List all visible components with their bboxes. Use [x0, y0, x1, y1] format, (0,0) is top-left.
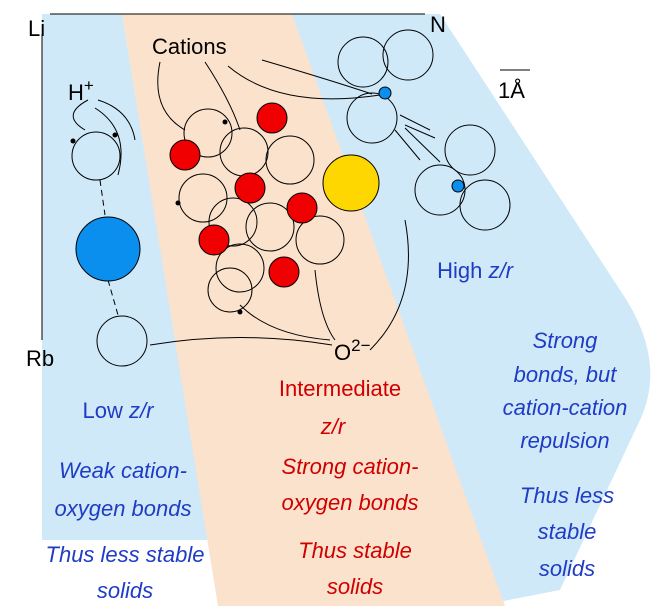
n-label: N — [430, 12, 446, 37]
high-heading: High z/r — [437, 258, 514, 283]
diagram: Li N Rb Cations H+ O2− 1Å Low z/r Weak c… — [0, 0, 663, 606]
high-bonds: Strong — [533, 328, 599, 353]
low-bonds: Weak cation- — [59, 458, 187, 483]
low-heading: Low z/r — [83, 398, 156, 423]
intermediate-heading: Intermediate — [279, 376, 401, 401]
high-result: solids — [539, 556, 595, 581]
high-bonds: bonds, but — [514, 362, 618, 387]
high-result: stable — [538, 519, 597, 544]
high-bonds: repulsion — [520, 428, 609, 453]
intermediate-ratio: z/r — [320, 414, 347, 439]
intermediate-bonds: oxygen bonds — [282, 490, 419, 515]
high-bonds: cation-cation — [503, 395, 628, 420]
low-result: solids — [97, 578, 153, 603]
li-label: Li — [28, 16, 45, 41]
intermediate-result: solids — [327, 574, 383, 599]
high-result: Thus less — [520, 483, 614, 508]
intermediate-result: Thus stable — [298, 538, 412, 563]
low-result: Thus less stable — [46, 542, 205, 567]
intermediate-bonds: Strong cation- — [282, 454, 419, 479]
rb-label: Rb — [26, 346, 54, 371]
low-bonds: oxygen bonds — [55, 496, 192, 521]
scale-label: 1Å — [498, 78, 525, 103]
cations-label: Cations — [152, 34, 227, 59]
